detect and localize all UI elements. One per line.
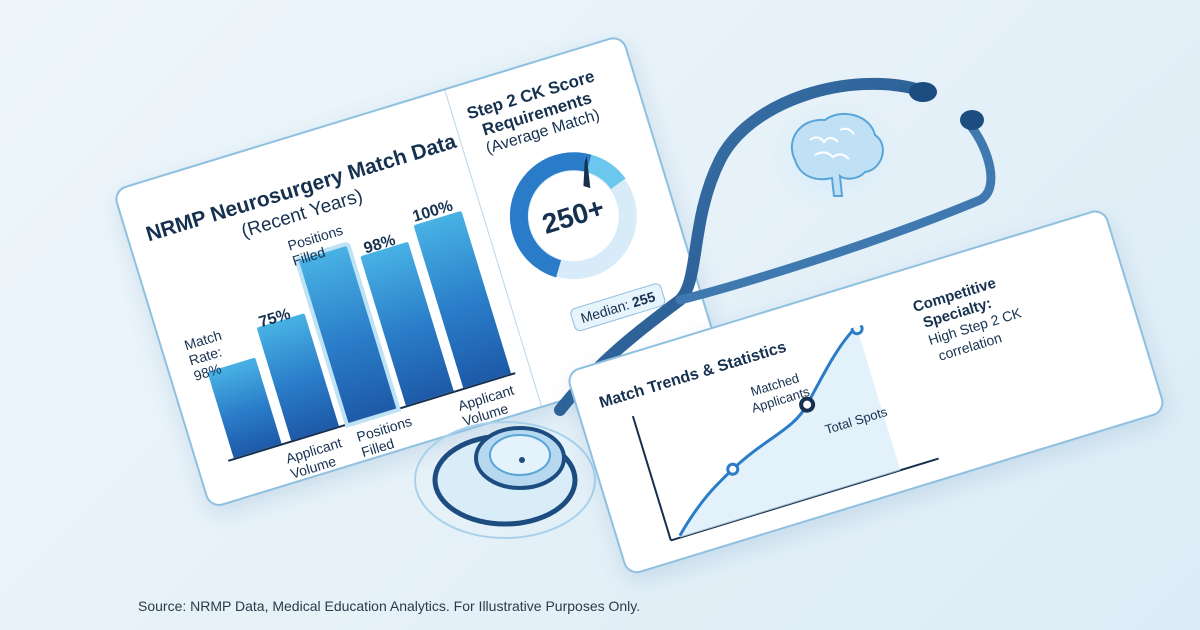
median-badge: Median: 255 — [568, 281, 667, 333]
source-footer: Source: NRMP Data, Medical Education Ana… — [138, 598, 641, 614]
median-value: 255 — [630, 288, 658, 311]
match-trends-card: Match Trends & Statistics Matched Applic… — [565, 207, 1167, 577]
brain-icon — [770, 100, 900, 210]
trend-line-chart — [631, 322, 939, 542]
median-label: Median: — [578, 296, 632, 327]
